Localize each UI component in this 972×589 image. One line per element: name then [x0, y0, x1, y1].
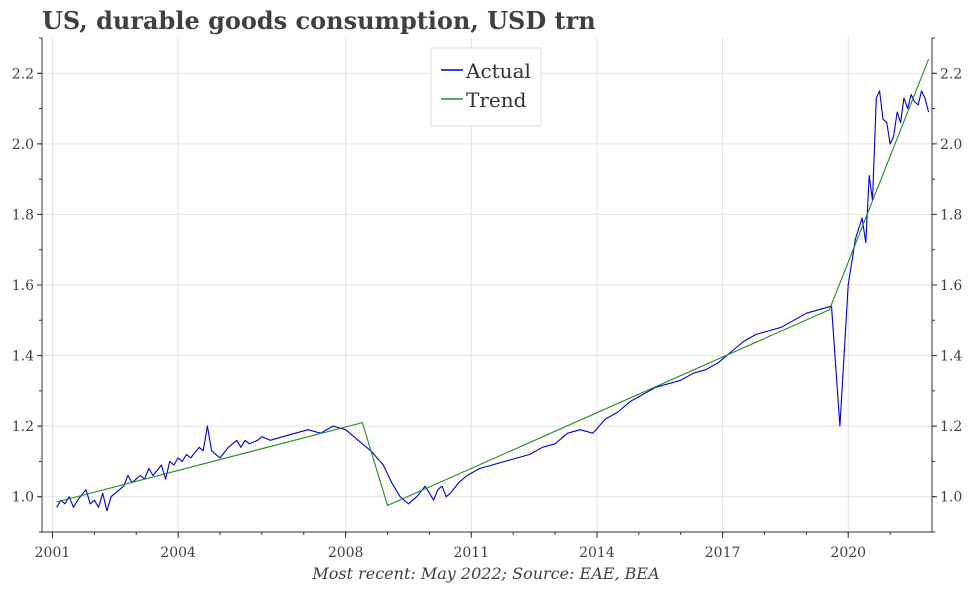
- source-caption: Most recent: May 2022; Source: EAE, BEA: [312, 564, 660, 583]
- y-tick-label-left: 1.2: [12, 419, 34, 435]
- x-tick-label: 2020: [830, 545, 866, 561]
- y-tick-label-left: 1.4: [12, 349, 34, 365]
- axes-layer: 1.0 1.0 1.2 1.2 1.4 1.4 1.6 1.6 1.8 1.8 2.0 2.0 2.2 2…: [12, 37, 962, 561]
- y-tick-label-right: 1.8: [940, 207, 962, 223]
- y-tick-label-left: 1.0: [12, 490, 34, 506]
- y-tick-label-left: 1.8: [12, 207, 34, 223]
- y-tick-label-right: 2.2: [940, 66, 962, 82]
- y-tick-label-right: 2.0: [940, 137, 962, 153]
- x-tick-label: 2011: [453, 545, 489, 561]
- y-tick-label-right: 1.6: [940, 278, 962, 294]
- series-layer: [56, 58, 930, 512]
- y-tick-label-left: 1.6: [12, 278, 34, 294]
- series-line-actual: [56, 90, 930, 512]
- x-tick-label: 2014: [579, 545, 615, 561]
- y-tick-label-left: 2.2: [12, 66, 34, 82]
- y-tick-label-left: 2.0: [12, 137, 34, 153]
- legend: Actual Trend: [430, 47, 542, 127]
- x-tick-label: 2004: [160, 545, 196, 561]
- y-tick-label-right: 1.2: [940, 419, 962, 435]
- legend-box: [430, 47, 542, 127]
- x-tick-label: 2017: [705, 545, 741, 561]
- chart-title: US, durable goods consumption, USD trn: [42, 6, 596, 35]
- y-tick-label-right: 1.0: [940, 490, 962, 506]
- x-tick-label: 2001: [35, 545, 71, 561]
- legend-label-trend: Trend: [466, 88, 527, 112]
- legend-label-actual: Actual: [465, 59, 531, 83]
- y-tick-label-right: 1.4: [940, 349, 962, 365]
- series-line-trend: [56, 58, 930, 507]
- grid-layer: [42, 38, 932, 532]
- x-tick-label: 2008: [328, 545, 364, 561]
